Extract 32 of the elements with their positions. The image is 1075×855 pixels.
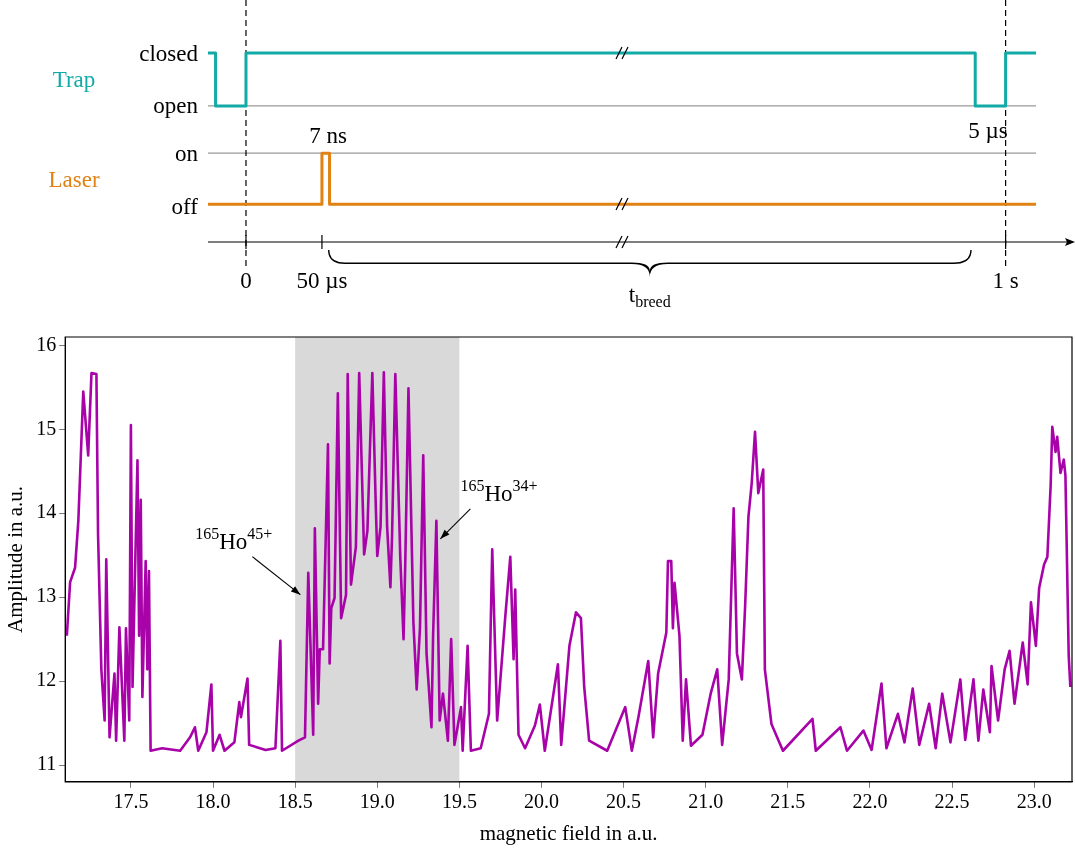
y-tick-label: 14 (36, 500, 57, 523)
text: open (153, 93, 199, 118)
x-tick-label: 19.0 (359, 790, 395, 813)
y-tick-label: 13 (36, 584, 57, 607)
x-tick-label: 22.0 (852, 790, 888, 813)
x-tick-label: 18.5 (277, 790, 313, 813)
text: closed (139, 41, 199, 66)
annotation: 5 µs (968, 118, 1008, 143)
x-tick-label: 50 µs (296, 268, 348, 293)
x-tick-label: 21.0 (688, 790, 724, 813)
x-tick-label: 17.5 (113, 790, 149, 813)
text: off (171, 194, 199, 219)
y-tick-label: 16 (36, 332, 57, 355)
annotation: 7 ns (309, 123, 347, 148)
x-axis-title: magnetic field in a.u. (479, 820, 658, 845)
x-tick-label: 20.5 (606, 790, 642, 813)
text: t$_{breed}$ (628, 282, 671, 310)
x-tick-label: 19.5 (441, 790, 477, 813)
y-tick-label: 12 (36, 668, 57, 691)
y-tick-label: 11 (36, 752, 57, 775)
x-tick-label: 18.0 (195, 790, 231, 813)
text: on (175, 141, 199, 166)
y-axis-title: Amplitude in a.u. (3, 485, 28, 633)
x-tick-label: 0 (240, 268, 252, 293)
x-tick-label: 23.0 (1016, 790, 1052, 813)
x-tick-label: 20.0 (524, 790, 559, 813)
x-tick-label: 1 s (992, 268, 1019, 293)
text: Trap (52, 67, 96, 93)
x-tick-label: 21.5 (770, 790, 806, 813)
text: Laser (48, 166, 100, 192)
x-tick-label: 22.5 (934, 790, 970, 813)
y-tick-label: 15 (36, 416, 57, 439)
